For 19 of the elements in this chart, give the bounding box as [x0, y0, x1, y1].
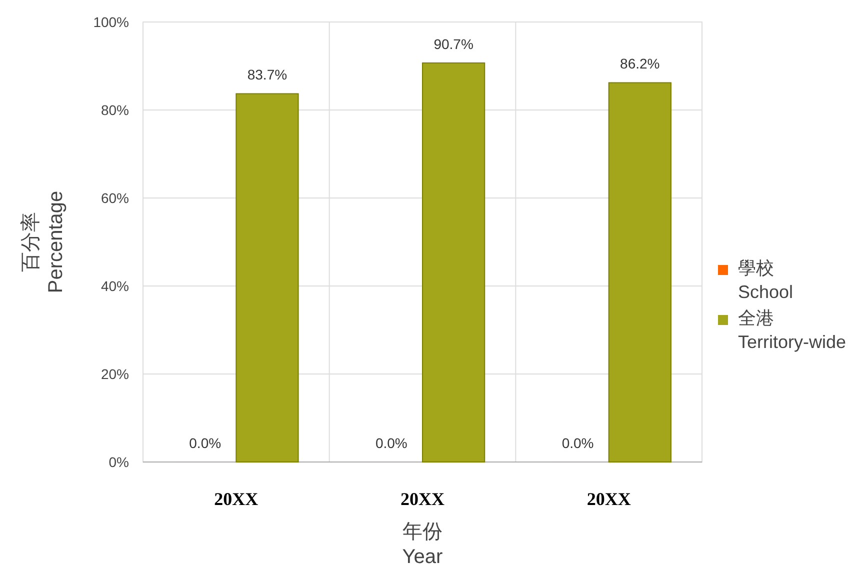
data-label: 0.0%	[189, 435, 222, 451]
y-axis-title: 百分率 Percentage	[20, 190, 67, 294]
x-axis-title: 年份 Year	[402, 521, 444, 568]
y-tick-label: 40%	[100, 278, 129, 294]
x-tick-label: 20XX	[400, 489, 444, 509]
x-tick-label: 20XX	[214, 489, 258, 509]
data-label: 83.7%	[247, 66, 288, 83]
y-tick-label: 60%	[100, 190, 129, 206]
y-tick-label: 20%	[100, 366, 129, 382]
data-label: 90.7%	[434, 36, 474, 52]
y-tick-label: 0%	[108, 454, 129, 470]
y-tick-label: 80%	[100, 102, 129, 118]
y-tick-label: 100%	[93, 14, 129, 30]
legend-label: 學校 School	[738, 258, 794, 302]
legend-label: 全港 Territory-wide	[738, 308, 846, 352]
x-tick-label: 20XX	[586, 489, 631, 509]
data-label: 0.0%	[562, 435, 594, 451]
data-label: 86.2%	[620, 56, 660, 72]
data-label: 0.0%	[375, 435, 408, 451]
